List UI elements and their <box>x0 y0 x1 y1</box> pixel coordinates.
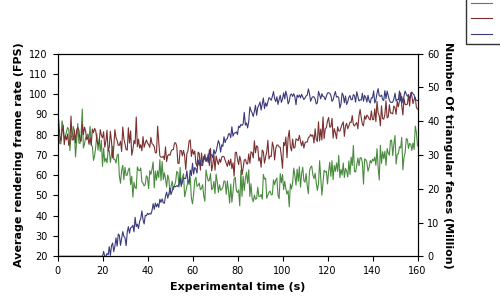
Control group <box>54 139 60 142</box>
Y-axis label: Average rendering frame rate (FPS): Average rendering frame rate (FPS) <box>14 43 24 267</box>
Control group <box>272 183 278 187</box>
Triangular surface <box>375 87 381 90</box>
Triangular surface <box>380 98 386 101</box>
Control group <box>129 174 135 178</box>
Control group <box>79 107 85 111</box>
Control group <box>216 191 222 194</box>
Control group <box>414 144 420 148</box>
X-axis label: Experimental time (s): Experimental time (s) <box>170 282 305 291</box>
Control group <box>286 205 292 209</box>
Control group <box>381 157 387 161</box>
Control group <box>282 179 288 183</box>
Triangular surface <box>310 95 316 99</box>
Triangular surface <box>414 99 420 103</box>
Experimental <box>214 159 220 162</box>
Experimental <box>54 128 60 131</box>
Y-axis label: Number Of triangular faces (Million): Number Of triangular faces (Million) <box>444 42 454 268</box>
Triangular surface <box>54 254 60 258</box>
Experimental <box>282 144 288 148</box>
Experimental <box>380 117 386 120</box>
Line: Experimental: Experimental <box>58 93 418 176</box>
Control group <box>312 171 318 175</box>
Triangular surface <box>280 91 286 94</box>
Experimental <box>231 174 237 178</box>
Experimental <box>272 158 278 162</box>
Experimental <box>128 129 134 133</box>
Triangular surface <box>270 90 276 93</box>
Triangular surface <box>214 145 220 148</box>
Line: Control group: Control group <box>58 109 418 207</box>
Triangular surface <box>128 226 134 229</box>
Legend: Control group, Experimental, Triangular surface: Control group, Experimental, Triangular … <box>466 0 500 44</box>
Experimental <box>408 91 414 94</box>
Experimental <box>311 141 317 145</box>
Experimental <box>414 108 420 111</box>
Line: Triangular surface: Triangular surface <box>58 89 418 256</box>
